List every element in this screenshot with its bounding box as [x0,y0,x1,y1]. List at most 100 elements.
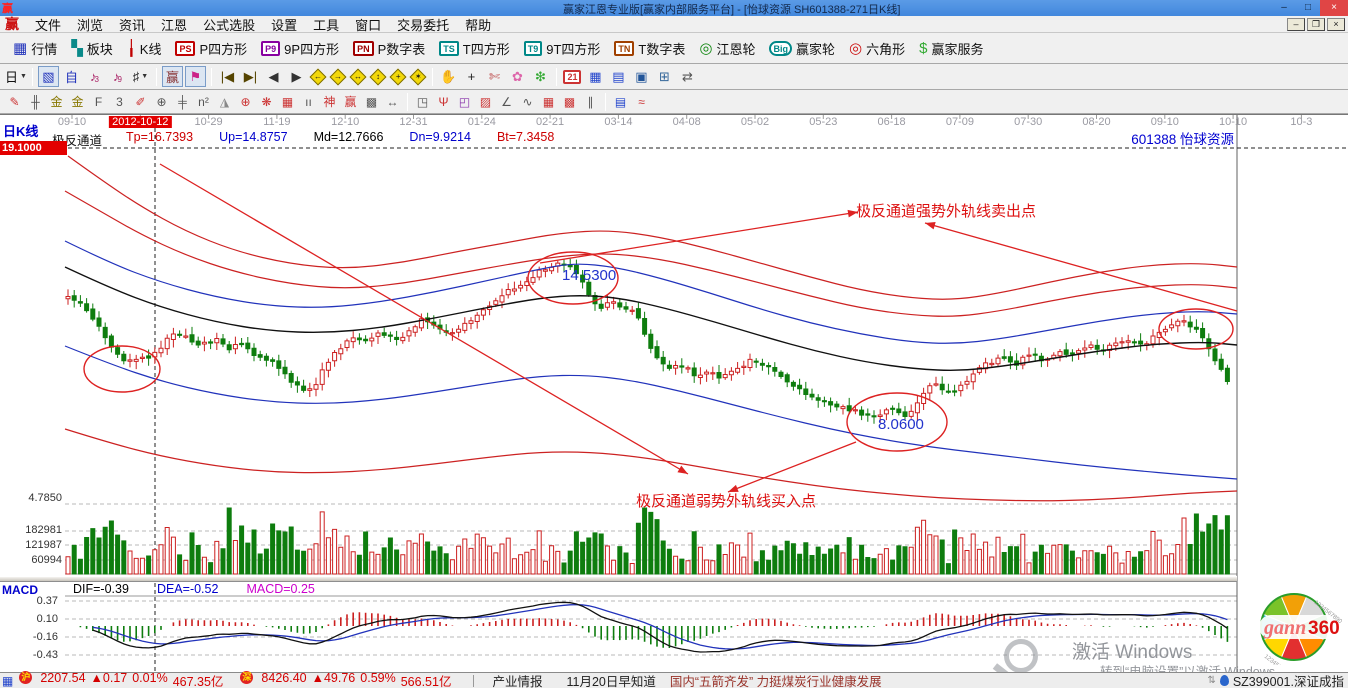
winner-wheel-button[interactable]: Big 赢家轮 [769,39,835,58]
crosshair-tool-icon[interactable]: + [467,69,476,84]
quote-grid-icon[interactable]: ▦ [2,673,14,688]
spiral-icon[interactable]: 3 [116,94,123,109]
hand-tool-icon[interactable]: ✋ [440,68,457,84]
pink-stamp-icon[interactable]: ✿ [512,68,523,84]
gann-circle-icon[interactable]: ⊕ [240,94,251,109]
erase-tool-icon[interactable]: ✄ [489,68,500,84]
menu-item-文件[interactable]: 文件 [35,17,62,33]
t-square-button[interactable]: TS T四方形 [439,39,510,58]
expand-h-diamond-icon[interactable]: ↔ [349,68,367,85]
width-measure-icon[interactable]: ↔ [386,94,399,109]
chart-area[interactable]: 09-10 2012-10-12 10-29 11-19 12-10 12-31 01-24… [0,114,1348,679]
p-square-button[interactable]: PS P四方形 [175,39,247,58]
news-date-link[interactable]: 11月20日早知道 [566,675,656,688]
t-number-table-button[interactable]: TN T数字表 [614,39,685,58]
red-grid2-icon[interactable]: ▩ [563,94,576,109]
win-stamp-icon[interactable]: 赢 [344,95,357,109]
colorful-flag-icon[interactable]: ⚑ [184,66,206,87]
kline-button[interactable]: ╽ K线 [127,39,162,58]
news-headline-link[interactable]: 国内“五箭齐发” 力挺煤炭行业健康发展 [669,675,882,688]
menu-item-公式选股[interactable]: 公式选股 [203,17,256,33]
industry-info-tab[interactable]: 产业情报 [492,675,543,688]
golden-ratio-icon[interactable]: 金 [71,95,84,109]
menu-item-交易委托[interactable]: 交易委托 [397,17,450,33]
fan-box-icon[interactable]: ◰ [458,94,471,109]
current-index-label[interactable]: SZ399001.深证成指 [1232,675,1344,688]
pane-splitter[interactable] [0,576,1237,582]
save-icon[interactable]: ▣ [635,68,648,84]
last-bar-icon[interactable]: ▶| [243,68,258,84]
volume3-icon[interactable]: ♪ 3 [89,69,99,84]
parallel-lines-icon[interactable]: ∥ [587,94,594,109]
shen-stamp-icon[interactable]: 神 [323,95,336,109]
zoom-out-diamond-icon[interactable]: ← [309,68,327,85]
volume9-icon[interactable]: ♪ 9 [112,69,122,84]
region-stats-icon[interactable]: ▧ [37,66,59,87]
menu-item-江恩[interactable]: 江恩 [161,17,188,33]
zoom-in-diamond-icon[interactable]: → [329,68,347,85]
wave-box-icon[interactable]: ≈ [638,94,645,109]
prev-bar-icon[interactable]: ◀ [268,68,279,84]
candle-style-selector[interactable]: ♯ ▼ [132,69,149,84]
minimize-button[interactable]: – [1281,2,1287,13]
sector-button[interactable]: ▚ 板块 [71,39,113,58]
next-bar-icon[interactable]: ▶ [291,68,302,84]
quote-button[interactable]: ▦ 行情 [13,39,57,58]
angle-ruler-icon[interactable]: ◮ [219,94,230,109]
cycle-circle-icon[interactable]: ⊕ [156,94,167,109]
notebook-icon[interactable]: ▤ [612,68,625,84]
close-button[interactable]: × [1320,0,1348,16]
fan-lines-icon[interactable]: Ψ [438,94,449,109]
red-grid-icon[interactable]: ▦ [542,94,555,109]
hline-grid-icon[interactable]: ╫ [31,94,40,109]
green-stamp-icon[interactable]: ❇ [535,68,546,84]
wave-tool-icon[interactable]: ∿ [522,94,533,109]
calendar-icon[interactable]: 21 [562,66,583,87]
grid-lines-icon[interactable]: ╪ [178,94,187,109]
golden-section-icon[interactable]: 金 [50,95,63,109]
winner-mark-icon[interactable]: 赢 [161,66,183,87]
kline-chart[interactable] [0,115,1348,673]
mdi-restore-button[interactable]: ❐ [1307,18,1325,31]
expand-v-diamond-icon[interactable]: ↕ [369,68,387,85]
fibonacci-icon[interactable]: F [94,94,103,109]
data-transfer-icon[interactable]: ⇄ [682,68,693,84]
compress-all-diamond-icon[interactable]: ✶ [409,68,427,85]
9t-square-button-label: 9T四方形 [546,41,601,57]
menu-item-浏览[interactable]: 浏览 [77,17,104,33]
menu-item-窗口[interactable]: 窗口 [355,17,382,33]
screen-export-icon[interactable]: ⊞ [659,68,670,84]
9p-square-button[interactable]: P9 9P四方形 [261,39,339,58]
calculator-icon[interactable]: ▦ [589,68,602,84]
menu-item-资讯[interactable]: 资讯 [119,17,146,33]
n-square-icon[interactable]: n² [198,94,209,109]
gann-wheel-button[interactable]: ◎ 江恩轮 [699,39,755,58]
menu-item-工具[interactable]: 工具 [313,17,340,33]
sh-index-quote[interactable]: 沪 2207.54 ▲0.17 0.01% 467.35亿 [16,671,223,688]
draw-pen-icon[interactable]: ✎ [9,94,20,109]
expand-all-diamond-icon[interactable]: + [389,68,407,85]
shaded-box-icon[interactable]: ▨ [479,94,492,109]
sz-index-quote[interactable]: 深 8426.40 ▲49.76 0.59% 566.51亿 [237,671,451,688]
mdi-minimize-button[interactable]: – [1287,18,1305,31]
menu-item-帮助[interactable]: 帮助 [465,17,492,33]
marker-pen-icon[interactable]: ✐ [135,94,146,109]
first-bar-icon[interactable]: |◀ [220,68,235,84]
gann-grid-icon[interactable]: ▦ [281,94,294,109]
hexagon-button[interactable]: ◎ 六角形 [849,39,905,58]
stock-info-icon[interactable]: 自 [64,70,78,85]
rect-tool-icon[interactable]: ◳ [416,94,429,109]
maximize-button[interactable]: □ [1304,2,1312,13]
bar-pair-icon[interactable]: ıı [305,94,312,109]
trend-lines-icon[interactable]: ∠ [501,94,512,109]
period-day-selector[interactable]: 日 ▼ [5,70,27,85]
dot-grid-icon[interactable]: ▩ [365,94,378,109]
mdi-close-button[interactable]: × [1327,18,1345,31]
p-number-table-button[interactable]: PN P数字表 [353,39,425,58]
winner-service-button[interactable]: $ 赢家服务 [919,39,983,58]
9t-square-button[interactable]: T9 9T四方形 [523,39,601,58]
gann-web-icon[interactable]: ❋ [261,94,272,109]
cycle-table-icon[interactable]: ▤ [614,94,627,109]
spinner-icon[interactable]: ⇅ [1207,675,1216,686]
menu-item-设置[interactable]: 设置 [271,17,298,33]
